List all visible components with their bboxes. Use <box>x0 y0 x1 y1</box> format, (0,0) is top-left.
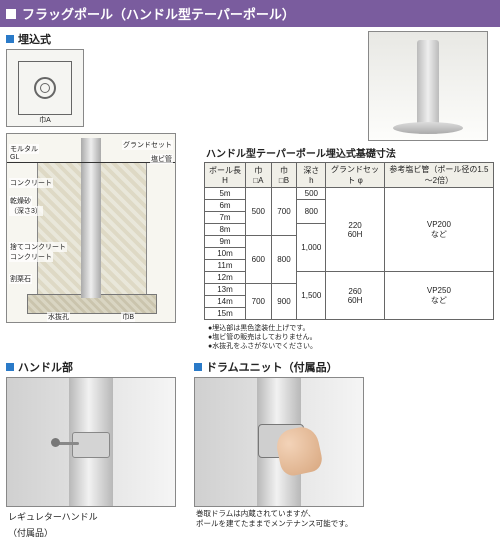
title-bar: フラッグポール（ハンドル型テーパーポール） <box>0 0 500 27</box>
table-title: ハンドル型テーパーポール埋込式基礎寸法 <box>206 145 494 160</box>
page-title: フラッグポール（ハンドル型テーパーポール） <box>22 4 295 23</box>
dimension-table: ポール長 H巾 □A巾 □B深さ hグランドセット φ参考塩ビ管（ポール径の1.… <box>204 162 494 320</box>
handle-note: （付属品） <box>8 526 176 539</box>
embed-label: 埋込式 <box>6 31 200 47</box>
blue-square-icon <box>6 35 14 43</box>
title-square-icon <box>6 9 16 19</box>
blue-square-icon <box>6 363 14 371</box>
handle-caption: レギュレターハンドル <box>8 510 176 523</box>
blue-square-icon <box>194 363 202 371</box>
notes: ●埋込部は黒色塗装仕上げです。●塩ビ管の販売はしておりません。●水抜孔をふさがな… <box>208 324 488 351</box>
drum-caption: 巻取ドラムは内蔵されていますが、ポールを建てたままでメンテナンス可能です。 <box>196 509 488 528</box>
drum-section-label: ドラムユニット（付属品） <box>194 359 494 375</box>
plan-diagram: 巾A <box>6 49 84 127</box>
pole-base-diagram <box>368 31 488 141</box>
cross-section-diagram: GL モルタル グランドセット 塩ビ管 コンクリート 乾燥砂 （深さ3） 捨てコ… <box>6 133 176 323</box>
handle-section-label: ハンドル部 <box>6 359 176 375</box>
drum-photo <box>194 377 364 507</box>
handle-photo <box>6 377 176 507</box>
